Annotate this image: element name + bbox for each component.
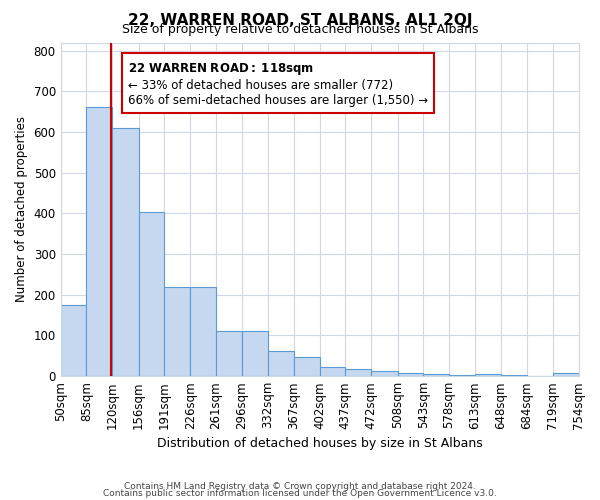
Text: $\bf{22\ WARREN\ ROAD:\ 118sqm}$
← 33% of detached houses are smaller (772)
66% : $\bf{22\ WARREN\ ROAD:\ 118sqm}$ ← 33% o… (128, 61, 428, 107)
Bar (242, 332, 268, 376)
Bar (61, 305, 86, 376)
Bar (346, 369, 371, 376)
Bar (423, 374, 449, 376)
Bar (268, 350, 294, 376)
Bar (112, 128, 139, 376)
Bar (553, 373, 578, 376)
Bar (164, 288, 190, 376)
Bar (190, 288, 216, 376)
Text: Contains HM Land Registry data © Crown copyright and database right 2024.: Contains HM Land Registry data © Crown c… (124, 482, 476, 491)
Text: Contains public sector information licensed under the Open Government Licence v3: Contains public sector information licen… (103, 489, 497, 498)
Bar (398, 374, 423, 376)
Text: 22, WARREN ROAD, ST ALBANS, AL1 2QJ: 22, WARREN ROAD, ST ALBANS, AL1 2QJ (128, 12, 472, 28)
Bar (500, 375, 527, 376)
Bar (320, 367, 346, 376)
Y-axis label: Number of detached properties: Number of detached properties (15, 116, 28, 302)
X-axis label: Distribution of detached houses by size in St Albans: Distribution of detached houses by size … (157, 437, 482, 450)
Bar (475, 374, 500, 376)
Bar (449, 375, 475, 376)
Bar (294, 356, 320, 376)
Bar (86, 107, 112, 376)
Bar (216, 332, 242, 376)
Text: Size of property relative to detached houses in St Albans: Size of property relative to detached ho… (122, 22, 478, 36)
Bar (371, 371, 398, 376)
Bar (139, 212, 164, 376)
